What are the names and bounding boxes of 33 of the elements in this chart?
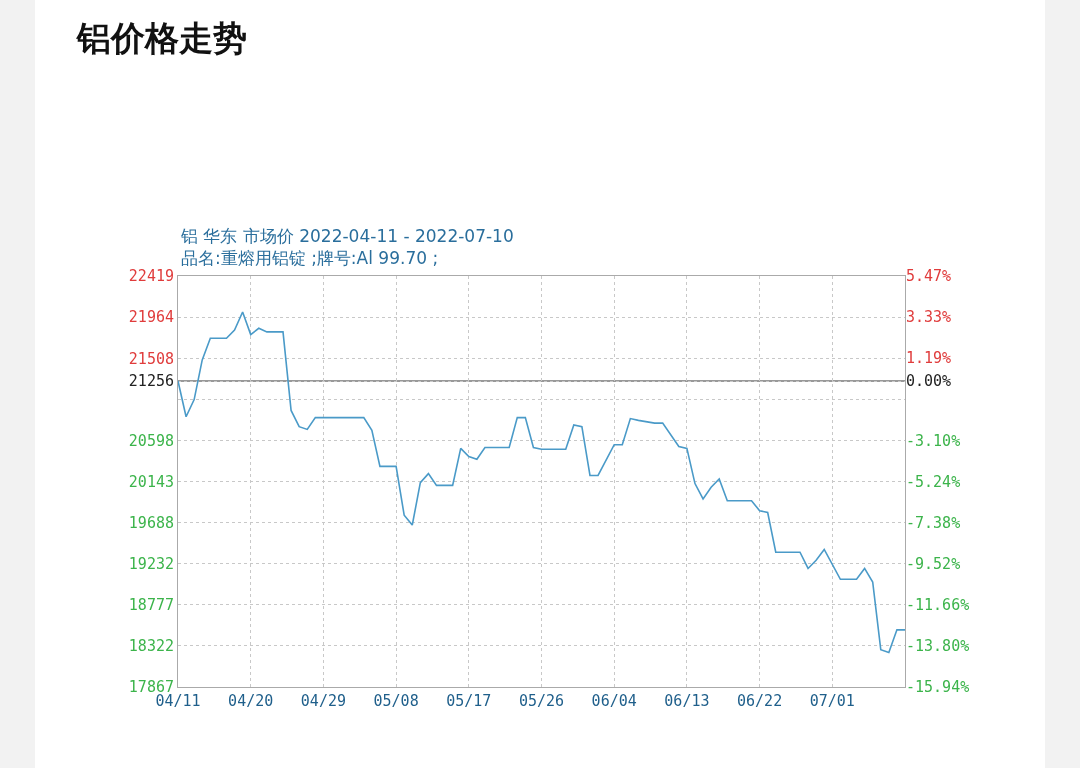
- x-tick-label: 06/13: [664, 692, 710, 710]
- y2-tick-label: -13.80%: [906, 637, 970, 656]
- y2-tick-label: 5.47%: [906, 267, 952, 286]
- y2-tick-label: -7.38%: [906, 513, 961, 532]
- y-tick-label: 20598: [128, 431, 174, 450]
- y2-tick-label: -11.66%: [906, 596, 970, 615]
- y-tick-label: 21964: [128, 308, 174, 327]
- y-tick-label: 18777: [128, 596, 174, 615]
- y-tick-label: 18322: [128, 637, 174, 656]
- x-tick-label: 05/08: [373, 692, 419, 710]
- x-tick-label: 05/26: [518, 692, 565, 710]
- y2-tick-label: -9.52%: [906, 555, 961, 574]
- x-tick-label: 04/29: [300, 692, 346, 710]
- y-tick-label: 21508: [128, 349, 174, 368]
- y2-tick-label: 1.19%: [906, 349, 952, 368]
- y2-tick-label: -15.94%: [906, 678, 970, 697]
- x-tick-label: 06/22: [737, 692, 783, 710]
- y2-tick-label: -3.10%: [906, 431, 961, 450]
- y-tick-label: 19688: [128, 513, 174, 532]
- chart-title: 铝价格走势: [75, 17, 247, 58]
- line-series: [178, 311, 905, 654]
- x-tick-label: 06/04: [591, 692, 637, 710]
- y2-tick-label: 3.33%: [906, 308, 952, 327]
- y-tick-label: 19232: [128, 555, 174, 573]
- x-tick-label: 04/20: [228, 692, 274, 710]
- x-tick-label: 07/01: [809, 692, 855, 710]
- y2-tick-label: -5.24%: [906, 472, 961, 491]
- x-tick-label: 05/17: [446, 692, 492, 710]
- chart-subtitle: 铝 华东 市场价 2022-04-11 - 2022-07-10 品名:重熔用铝锭 ;牌号:Al 99.70 ;: [180, 226, 514, 269]
- y2-tick-label: 0.00%: [906, 372, 952, 391]
- y-tick-label: 21256: [128, 372, 174, 391]
- y-tick-label: 20143: [128, 472, 174, 491]
- y-tick-label: 22419: [128, 267, 174, 286]
